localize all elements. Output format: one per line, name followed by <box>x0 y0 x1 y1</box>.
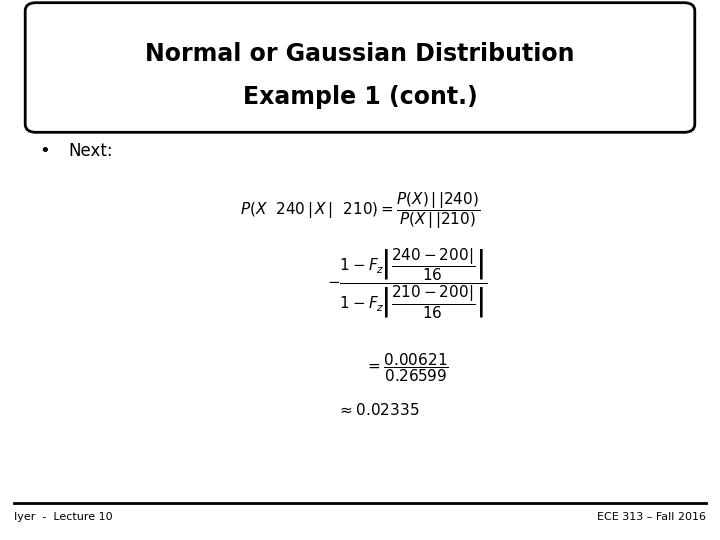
Text: •: • <box>40 142 50 160</box>
Text: $P(X\ \ 240\,|\,X\,|\ \ 210) = \dfrac{P(X)\,|{\,|}240)}{P(X\,|\,|210)}$: $P(X\ \ 240\,|\,X\,|\ \ 210) = \dfrac{P(… <box>240 190 480 231</box>
FancyBboxPatch shape <box>25 3 695 132</box>
Text: ECE 313 – Fall 2016: ECE 313 – Fall 2016 <box>597 512 706 522</box>
Text: $= \dfrac{0.00621}{0.26599}$: $= \dfrac{0.00621}{0.26599}$ <box>365 351 449 383</box>
Text: Normal or Gaussian Distribution: Normal or Gaussian Distribution <box>145 42 575 66</box>
Text: Example 1 (cont.): Example 1 (cont.) <box>243 85 477 109</box>
Text: $-\dfrac{1 - F_z\!\left|\dfrac{240-200|}{16}\right|}{1 - F_z\!\left|\dfrac{210-2: $-\dfrac{1 - F_z\!\left|\dfrac{240-200|}… <box>326 246 487 321</box>
Text: $\approx 0.02335$: $\approx 0.02335$ <box>337 402 419 418</box>
Text: Next:: Next: <box>68 142 113 160</box>
Text: Iyer  -  Lecture 10: Iyer - Lecture 10 <box>14 512 113 522</box>
